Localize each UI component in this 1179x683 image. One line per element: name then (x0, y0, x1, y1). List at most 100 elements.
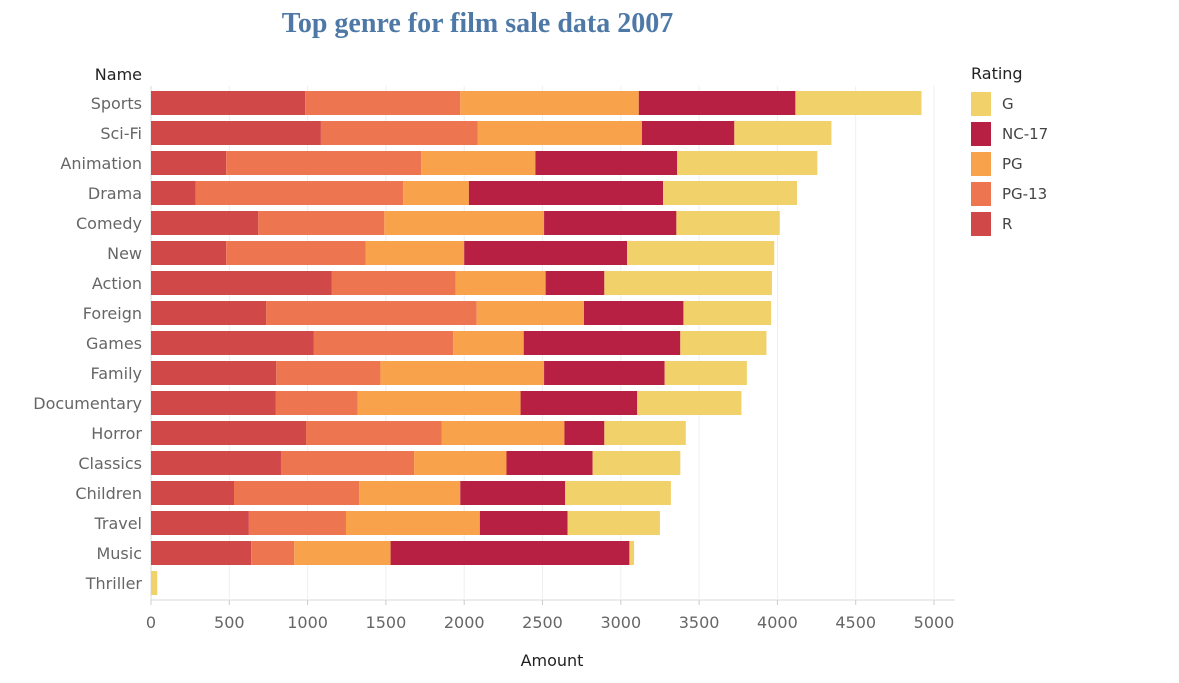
bar-segment-music-nc-17[interactable] (390, 541, 630, 565)
bar-segment-children-r[interactable] (151, 481, 234, 505)
bar-segment-games-g[interactable] (680, 331, 767, 355)
bar-segment-documentary-nc-17[interactable] (520, 391, 638, 415)
bar-segment-action-nc-17[interactable] (545, 271, 605, 295)
bar-segment-sports-nc-17[interactable] (638, 91, 796, 115)
x-axis-title: Amount (521, 651, 584, 670)
bar-segment-comedy-g[interactable] (676, 211, 780, 235)
bar-segment-classics-r[interactable] (151, 451, 281, 475)
bar-segment-horror-pg-13[interactable] (306, 421, 442, 445)
bar-segment-sci-fi-g[interactable] (734, 121, 832, 145)
bar-segment-sports-r[interactable] (151, 91, 306, 115)
bar-segment-documentary-pg-13[interactable] (275, 391, 358, 415)
legend-item-nc-17[interactable]: NC-17 (971, 119, 1161, 149)
bar-segment-horror-nc-17[interactable] (564, 421, 605, 445)
bar-segment-music-r[interactable] (151, 541, 252, 565)
legend-item-r[interactable]: R (971, 209, 1161, 239)
bar-segment-animation-pg-13[interactable] (226, 151, 422, 175)
bar-segment-sports-pg[interactable] (460, 91, 639, 115)
bar-segment-new-nc-17[interactable] (464, 241, 628, 265)
bar-segment-animation-g[interactable] (677, 151, 818, 175)
bar-segment-games-pg-13[interactable] (313, 331, 454, 355)
bar-segment-documentary-g[interactable] (637, 391, 742, 415)
x-tick-label: 0 (146, 613, 156, 632)
bar-segment-travel-g[interactable] (567, 511, 660, 535)
legend: Rating G NC-17 PG PG-13 R (971, 64, 1161, 239)
bar-segment-sci-fi-nc-17[interactable] (641, 121, 735, 145)
bar-segment-comedy-nc-17[interactable] (544, 211, 677, 235)
bar-segment-action-g[interactable] (604, 271, 772, 295)
bar-segment-foreign-pg-13[interactable] (266, 301, 477, 325)
bar-segment-sports-pg-13[interactable] (305, 91, 461, 115)
bar-segment-drama-g[interactable] (663, 181, 797, 205)
bar-segment-classics-pg[interactable] (414, 451, 507, 475)
bar-segment-classics-g[interactable] (592, 451, 681, 475)
bar-segment-new-pg-13[interactable] (226, 241, 366, 265)
bar-segment-comedy-pg-13[interactable] (258, 211, 385, 235)
bar-segment-foreign-r[interactable] (151, 301, 267, 325)
bar-segment-sci-fi-pg[interactable] (477, 121, 642, 145)
bar-segment-music-pg[interactable] (294, 541, 391, 565)
bar-segment-foreign-nc-17[interactable] (583, 301, 684, 325)
y-tick-label: Action (92, 274, 142, 293)
bar-segment-foreign-pg[interactable] (476, 301, 584, 325)
bar-segment-horror-g[interactable] (604, 421, 686, 445)
bar-segment-children-pg-13[interactable] (233, 481, 360, 505)
bar-segment-action-pg-13[interactable] (331, 271, 456, 295)
bar-segment-drama-r[interactable] (151, 181, 196, 205)
y-tick-label: Games (86, 334, 142, 353)
bar-segment-action-pg[interactable] (455, 271, 546, 295)
bar-segment-sci-fi-r[interactable] (151, 121, 321, 145)
bar-segment-travel-pg[interactable] (345, 511, 480, 535)
bar-segment-comedy-pg[interactable] (384, 211, 545, 235)
bar-segment-games-r[interactable] (151, 331, 314, 355)
bar-segment-animation-nc-17[interactable] (535, 151, 678, 175)
bar-segment-drama-pg-13[interactable] (195, 181, 404, 205)
bar-segment-children-nc-17[interactable] (460, 481, 566, 505)
bar-segment-family-pg[interactable] (380, 361, 545, 385)
bar-segment-sci-fi-pg-13[interactable] (320, 121, 478, 145)
bar-segment-new-pg[interactable] (365, 241, 465, 265)
bar-segment-classics-pg-13[interactable] (280, 451, 415, 475)
bar-segment-drama-pg[interactable] (403, 181, 469, 205)
legend-label: NC-17 (1002, 125, 1049, 143)
bar-segment-travel-r[interactable] (151, 511, 249, 535)
bar-segment-family-pg-13[interactable] (276, 361, 381, 385)
y-tick-label: Family (91, 364, 142, 383)
bar-segment-children-g[interactable] (565, 481, 671, 505)
y-tick-label: Foreign (83, 304, 142, 323)
bar-segment-new-g[interactable] (627, 241, 775, 265)
bar-segment-family-r[interactable] (151, 361, 277, 385)
y-tick-label: Travel (93, 514, 142, 533)
x-tick-label: 5000 (914, 613, 955, 632)
bar-segment-games-nc-17[interactable] (523, 331, 681, 355)
bar-segment-thriller-g[interactable] (151, 571, 158, 595)
bar-segment-children-pg[interactable] (359, 481, 461, 505)
bar-segment-horror-r[interactable] (151, 421, 307, 445)
bar-segment-animation-r[interactable] (151, 151, 227, 175)
x-tick-label: 2000 (444, 613, 485, 632)
bar-segment-music-pg-13[interactable] (251, 541, 295, 565)
bar-segment-drama-nc-17[interactable] (468, 181, 664, 205)
bar-segment-comedy-r[interactable] (151, 211, 259, 235)
bar-segment-travel-pg-13[interactable] (248, 511, 346, 535)
bar-segment-documentary-pg[interactable] (357, 391, 521, 415)
bar-segment-foreign-g[interactable] (683, 301, 772, 325)
bar-segment-games-pg[interactable] (453, 331, 524, 355)
bar-segment-classics-nc-17[interactable] (506, 451, 593, 475)
legend-item-pg-13[interactable]: PG-13 (971, 179, 1161, 209)
bar-segment-music-g[interactable] (629, 541, 635, 565)
legend-item-pg[interactable]: PG (971, 149, 1161, 179)
bar-segment-family-g[interactable] (664, 361, 747, 385)
bar-segment-action-r[interactable] (151, 271, 332, 295)
bar-segment-animation-pg[interactable] (421, 151, 536, 175)
y-tick-label: New (107, 244, 142, 263)
x-tick-label: 3000 (600, 613, 641, 632)
bar-segment-sports-g[interactable] (795, 91, 922, 115)
bar-segment-travel-nc-17[interactable] (479, 511, 568, 535)
bar-segment-new-r[interactable] (151, 241, 227, 265)
bar-segment-family-nc-17[interactable] (544, 361, 665, 385)
legend-item-g[interactable]: G (971, 89, 1161, 119)
y-tick-label: Animation (60, 154, 142, 173)
bar-segment-horror-pg[interactable] (441, 421, 565, 445)
bar-segment-documentary-r[interactable] (151, 391, 276, 415)
